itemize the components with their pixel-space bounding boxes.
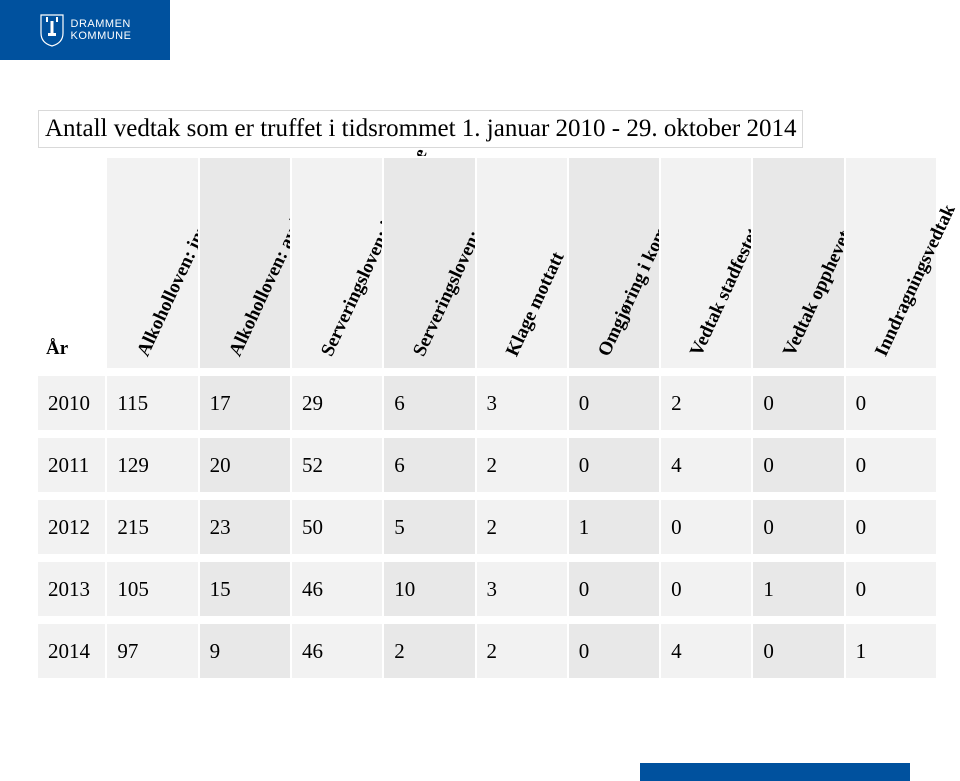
col-header: Omgjøring i kommunen xyxy=(567,156,659,368)
table-row: 201497946220401 xyxy=(38,624,936,678)
cell-value: 4 xyxy=(659,624,751,678)
cell-value: 0 xyxy=(659,562,751,616)
cell-year: 2012 xyxy=(38,500,105,554)
brand-line2: KOMMUNE xyxy=(71,30,132,42)
footer-bar xyxy=(640,763,910,781)
cell-value: 129 xyxy=(105,438,197,492)
cell-value: 2 xyxy=(659,376,751,430)
cell-value: 20 xyxy=(198,438,290,492)
cell-value: 115 xyxy=(105,376,197,430)
brand-line1: DRAMMEN xyxy=(71,18,132,30)
table-gap-row xyxy=(38,616,936,624)
cell-value: 23 xyxy=(198,500,290,554)
cell-value: 0 xyxy=(751,376,843,430)
col-header: Klage mottatt xyxy=(475,156,567,368)
cell-value: 3 xyxy=(475,562,567,616)
table-gap-row xyxy=(38,368,936,376)
page-title: Antall vedtak som er truffet i tidsromme… xyxy=(38,110,803,148)
cell-value: 29 xyxy=(290,376,382,430)
cell-value: 46 xyxy=(290,624,382,678)
cell-value: 215 xyxy=(105,500,197,554)
cell-value: 5 xyxy=(382,500,474,554)
col-header: Serveringsloven: innvilgelse xyxy=(290,156,382,368)
cell-value: 0 xyxy=(659,500,751,554)
cell-value: 0 xyxy=(844,438,936,492)
table-gap-row xyxy=(38,430,936,438)
cell-value: 10 xyxy=(382,562,474,616)
year-label: År xyxy=(46,338,68,360)
col-year: År xyxy=(38,156,105,368)
cell-value: 0 xyxy=(751,624,843,678)
col-label: Inndragningsvedtak xyxy=(871,201,960,360)
cell-value: 15 xyxy=(198,562,290,616)
cell-value: 105 xyxy=(105,562,197,616)
col-header: Serveringsloven: avslag xyxy=(382,156,474,368)
cell-value: 52 xyxy=(290,438,382,492)
col-label: Klage mottatt xyxy=(502,249,569,360)
cell-year: 2013 xyxy=(38,562,105,616)
cell-value: 2 xyxy=(382,624,474,678)
cell-value: 6 xyxy=(382,438,474,492)
cell-year: 2014 xyxy=(38,624,105,678)
table-row: 20122152350521000 xyxy=(38,500,936,554)
cell-value: 1 xyxy=(751,562,843,616)
cell-value: 9 xyxy=(198,624,290,678)
cell-value: 50 xyxy=(290,500,382,554)
cell-value: 2 xyxy=(475,438,567,492)
col-header: Alkoholloven: avslag xyxy=(198,156,290,368)
cell-value: 2 xyxy=(475,500,567,554)
main-content: Antall vedtak som er truffet i tidsromme… xyxy=(38,110,936,678)
cell-value: 46 xyxy=(290,562,382,616)
table-row: 201310515461030010 xyxy=(38,562,936,616)
shield-icon xyxy=(39,13,65,47)
cell-value: 1 xyxy=(567,500,659,554)
cell-value: 1 xyxy=(844,624,936,678)
data-table: År Alkoholloven: innvilgelse Alkohollove… xyxy=(38,156,936,678)
col-header: Alkoholloven: innvilgelse xyxy=(105,156,197,368)
cell-value: 0 xyxy=(751,438,843,492)
table-row: 20101151729630200 xyxy=(38,376,936,430)
cell-value: 17 xyxy=(198,376,290,430)
cell-value: 0 xyxy=(567,562,659,616)
col-header: Inndragningsvedtak xyxy=(844,156,936,368)
cell-year: 2011 xyxy=(38,438,105,492)
brand-logo: DRAMMEN KOMMUNE xyxy=(39,13,132,47)
table-gap-row xyxy=(38,492,936,500)
table-row: 20111292052620400 xyxy=(38,438,936,492)
cell-year: 2010 xyxy=(38,376,105,430)
table-gap-row xyxy=(38,554,936,562)
cell-value: 4 xyxy=(659,438,751,492)
cell-value: 2 xyxy=(475,624,567,678)
cell-value: 3 xyxy=(475,376,567,430)
cell-value: 0 xyxy=(751,500,843,554)
cell-value: 0 xyxy=(844,376,936,430)
cell-value: 0 xyxy=(567,438,659,492)
cell-value: 6 xyxy=(382,376,474,430)
cell-value: 0 xyxy=(844,562,936,616)
col-header: Vedtak stadfestet av F.m. xyxy=(659,156,751,368)
col-header: Vedtak opphevet av F.m. xyxy=(751,156,843,368)
cell-value: 0 xyxy=(567,376,659,430)
table-header-row: År Alkoholloven: innvilgelse Alkohollove… xyxy=(38,156,936,368)
cell-value: 0 xyxy=(567,624,659,678)
brand-bar: DRAMMEN KOMMUNE xyxy=(0,0,170,60)
brand-text: DRAMMEN KOMMUNE xyxy=(71,18,132,42)
cell-value: 0 xyxy=(844,500,936,554)
cell-value: 97 xyxy=(105,624,197,678)
